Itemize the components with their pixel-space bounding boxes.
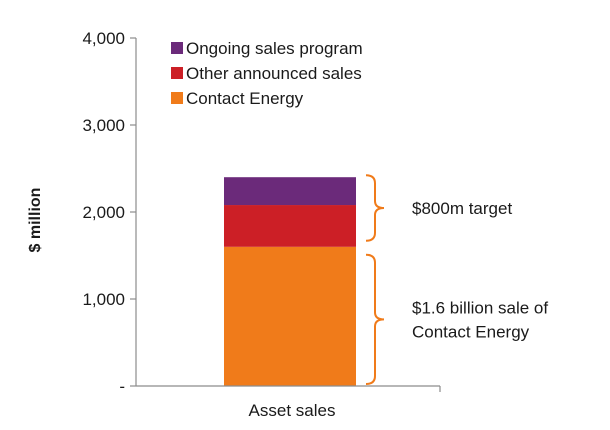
legend: Ongoing sales program Other announced sal… — [171, 39, 363, 108]
legend-swatch — [171, 67, 183, 79]
y-tick-label: 4,000 — [82, 29, 125, 48]
y-tick-label: - — [119, 377, 125, 396]
legend-swatch — [171, 92, 183, 104]
bar-segment-contact-energy — [224, 246, 356, 386]
y-tick-label: 3,000 — [82, 116, 125, 135]
y-tick-label: 1,000 — [82, 290, 125, 309]
annotations: $800m target $1.6 billion sale of Contact … — [365, 174, 548, 385]
annotation-text: $800m target — [412, 199, 512, 218]
legend-label: Contact Energy — [186, 89, 304, 108]
annotation-text: Contact Energy — [412, 322, 530, 341]
x-axis: Asset sales — [136, 385, 441, 420]
bar-segment-other-announced-sales — [224, 205, 356, 247]
y-axis: - 1,000 2,000 3,000 4,000 — [82, 29, 137, 396]
bars — [224, 177, 356, 386]
y-axis-label: $ million — [27, 188, 44, 253]
curly-bracket — [365, 253, 385, 385]
x-category-label: Asset sales — [249, 401, 336, 420]
annotation-text: $1.6 billion sale of — [412, 298, 548, 317]
legend-swatch — [171, 42, 183, 54]
legend-label: Ongoing sales program — [186, 39, 363, 58]
bar-segment-ongoing-sales-program — [224, 177, 356, 206]
legend-label: Other announced sales — [186, 64, 362, 83]
y-tick-label: 2,000 — [82, 203, 125, 222]
curly-bracket — [365, 174, 385, 242]
